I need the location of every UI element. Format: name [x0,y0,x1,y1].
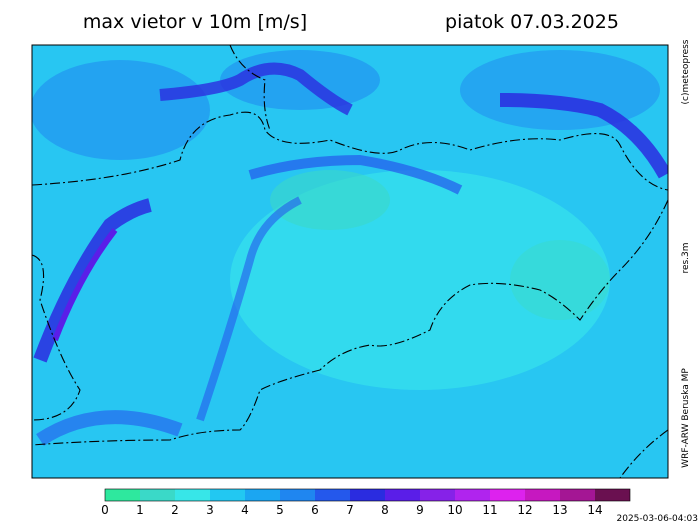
map-frame [31,44,669,479]
colorbar-segment [455,489,490,501]
colorbar-label: 8 [381,503,389,517]
wind-band [159,62,353,116]
resolution: res.3m [681,242,691,273]
colorbar-label: 5 [276,503,284,517]
colorbar-label: 2 [171,503,179,517]
colorbar-segment [560,489,595,501]
colorbar-segment [525,489,560,501]
borders [32,45,668,478]
calm-area [510,240,610,320]
colorbar-segment [490,489,525,501]
colorbar-segment [350,489,385,501]
colorbar-label: 7 [346,503,354,517]
colorbar-label: 11 [482,503,497,517]
wind-band [499,93,668,179]
wind-band [52,228,118,342]
colorbar-segment [595,489,630,501]
colorbar: 0 1 2 3 4 5 6 7 8 9 10 11 12 13 14 [101,488,631,517]
colorbar-label: 6 [311,503,319,517]
wind-band [36,410,183,446]
colorbar-frame [104,488,631,502]
colorbar-label: 12 [517,503,532,517]
wind-area [32,60,210,160]
colorbar-label: 3 [206,503,214,517]
map-area [32,45,668,478]
colorbar-segment [175,489,210,501]
colorbar-label: 9 [416,503,424,517]
colorbar-label: 10 [447,503,462,517]
colorbar-segment [245,489,280,501]
colorbar-label: 1 [136,503,144,517]
colorbar-segment [280,489,315,501]
colorbar-segment [140,489,175,501]
timestamp: 2025-03-06-04:03 [617,514,699,524]
colorbar-label: 4 [241,503,249,517]
map-date: piatok 07.03.2025 [445,11,619,33]
model-name: WRF-ARW Beruska MP [681,368,691,468]
colorbar-label: 0 [101,503,109,517]
colorbar-segment [385,489,420,501]
wind-band [248,154,463,195]
colorbar-segment [315,489,350,501]
map-title: max vietor v 10m [m/s] [83,11,307,33]
wind-band [33,198,152,363]
wind-area [460,50,660,130]
wind-band [196,196,302,422]
colorbar-segment [420,489,455,501]
colorbar-segment [105,489,140,501]
colorbar-label: 13 [552,503,567,517]
colorbar-segment [210,489,245,501]
calm-area [270,170,390,230]
copyright: (c)meteopress [681,39,691,104]
colorbar-label: 14 [587,503,602,517]
